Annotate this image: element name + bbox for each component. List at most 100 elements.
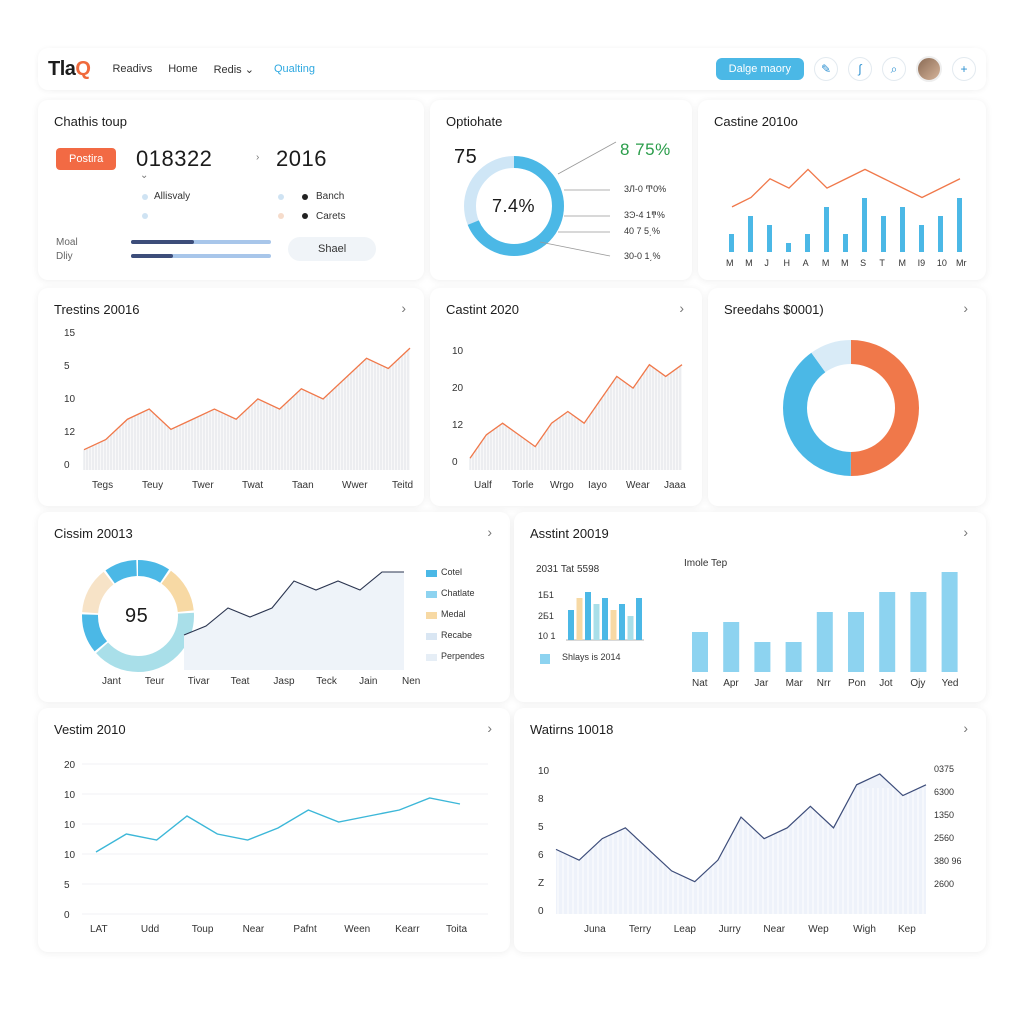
- legend-label: Recabe: [441, 630, 473, 640]
- x-tick-label: T: [879, 258, 885, 268]
- callout-line: [557, 141, 617, 175]
- x-tick-label: Mar: [785, 678, 803, 689]
- card-title: Watirns 10018: [530, 722, 614, 737]
- metric-value-b: 2016: [276, 146, 327, 171]
- chevron-down-icon: ⌄: [140, 170, 149, 181]
- x-tick-label: M: [745, 258, 753, 268]
- x-tick-label: LAT: [90, 924, 108, 935]
- x-tick-label: Taan: [292, 480, 314, 491]
- bar: [881, 216, 886, 252]
- bar: [919, 225, 924, 252]
- series-line: [83, 347, 411, 451]
- avatar[interactable]: [916, 56, 942, 82]
- bar: [786, 243, 791, 252]
- area-chart: [555, 773, 927, 914]
- chevron-right-icon[interactable]: ›: [401, 300, 406, 316]
- card-sreedahs: Sreedahs $0001) ›: [708, 288, 986, 506]
- chevron-right-icon[interactable]: ›: [963, 720, 968, 736]
- top-value: 8 75%: [620, 140, 671, 159]
- bar: [957, 198, 962, 252]
- primary-button[interactable]: Dalge maory: [715, 58, 804, 80]
- left-value: 75: [454, 146, 478, 168]
- card-summary: Chathis toup Postira 018322 › 2016 ⌄ All…: [38, 100, 424, 280]
- card-title: Trestins 20016: [54, 302, 140, 317]
- y-tick-label: 10: [64, 850, 76, 861]
- chevron-right-icon[interactable]: ›: [256, 152, 260, 163]
- y-tick-label: 12: [64, 427, 76, 438]
- y-tick-label: 0: [538, 906, 544, 917]
- y-tick-label: 1Б1: [538, 590, 554, 600]
- x-tick-label: Jot: [879, 678, 893, 689]
- mini-bar: [593, 604, 600, 640]
- series-line: [555, 773, 927, 883]
- bar-line-chart: [729, 168, 962, 252]
- add-icon[interactable]: +: [952, 57, 976, 81]
- bar: [910, 592, 927, 672]
- x-tick-label: M: [726, 258, 734, 268]
- bar: [723, 622, 740, 672]
- x-tick-label: Kearr: [395, 924, 420, 935]
- chevron-right-icon[interactable]: ›: [963, 300, 968, 316]
- mini-chart-title: 2031 Tat 5598: [536, 564, 600, 575]
- bar-chart-title: Imole Tep: [684, 558, 728, 569]
- bar: [692, 632, 708, 672]
- donut-line-chart: [82, 560, 404, 672]
- x-tick-label: Tivar: [187, 676, 210, 687]
- x-tick-label: Jaaa: [664, 480, 686, 491]
- series-line: [183, 571, 404, 636]
- x-tick-label: Wear: [626, 480, 650, 491]
- search-icon[interactable]: ⌕: [882, 57, 906, 81]
- chevron-right-icon[interactable]: ›: [963, 524, 968, 540]
- legend-swatch: [426, 612, 437, 619]
- area-chart: [83, 347, 411, 470]
- nav-link-home[interactable]: Home: [168, 63, 198, 75]
- card-castine: Castine 2010o M M J H A M M S T M I9 10 Mr: [698, 100, 986, 280]
- y-tick-label: Z: [538, 878, 545, 889]
- status-pill[interactable]: Postira: [56, 148, 117, 170]
- nav-link-qualting[interactable]: Qualting: [273, 63, 315, 75]
- bar: [900, 207, 905, 252]
- edit-icon[interactable]: ✎: [814, 57, 838, 81]
- x-tick-label: Wrgo: [550, 480, 574, 491]
- bar: [748, 216, 753, 252]
- x-tick-label: Apr: [723, 678, 739, 689]
- x-tick-label: Nen: [402, 676, 421, 687]
- x-tick-label: Leap: [673, 924, 696, 935]
- bar: [879, 592, 896, 672]
- bar: [848, 612, 864, 672]
- nav-link-redis[interactable]: Redis ⌄: [213, 63, 254, 76]
- progress-bar: [131, 254, 271, 258]
- chevron-right-icon[interactable]: ›: [679, 300, 684, 316]
- logo[interactable]: TlaQ: [48, 57, 91, 80]
- callout-label: 3Л-0 Ͳ0%: [624, 184, 667, 194]
- chevron-right-icon[interactable]: ›: [487, 720, 492, 736]
- card-title: Castint 2020: [446, 302, 519, 317]
- legend-swatch: [426, 654, 437, 661]
- chevron-right-icon[interactable]: ›: [487, 524, 492, 540]
- y-tick-label: 2Б1: [538, 611, 554, 621]
- y-tick-label: 6: [538, 850, 544, 861]
- card-asstint: Asstint 20019 › 2031 Tat 5598 1Б1 2Б1 10…: [514, 512, 986, 702]
- legend-swatch: [426, 633, 437, 640]
- right-tick-label: 2600: [934, 879, 955, 889]
- donut-center-value: 95: [125, 605, 149, 627]
- x-tick-label: A: [802, 258, 809, 268]
- mini-bar: [619, 604, 625, 640]
- card-title: Asstint 20019: [530, 526, 609, 541]
- nav-link-readivs[interactable]: Readivs: [112, 63, 153, 75]
- bar: [754, 642, 771, 672]
- mini-bar: [568, 610, 574, 640]
- donut-chart: [464, 141, 617, 257]
- progress-fill: [131, 254, 173, 258]
- shael-button[interactable]: Shael: [288, 237, 377, 261]
- bar-chart: [566, 572, 958, 672]
- bar: [941, 572, 958, 672]
- y-tick-label: 5: [538, 822, 544, 833]
- x-tick-label: Wigh: [853, 924, 876, 935]
- series-line: [731, 168, 961, 208]
- x-tick-label: Teitd: [392, 480, 414, 491]
- x-tick-label: S: [860, 258, 867, 268]
- right-tick-label: 0375: [934, 764, 955, 774]
- pen-icon[interactable]: ∫: [848, 57, 872, 81]
- mini-bar: [627, 616, 634, 640]
